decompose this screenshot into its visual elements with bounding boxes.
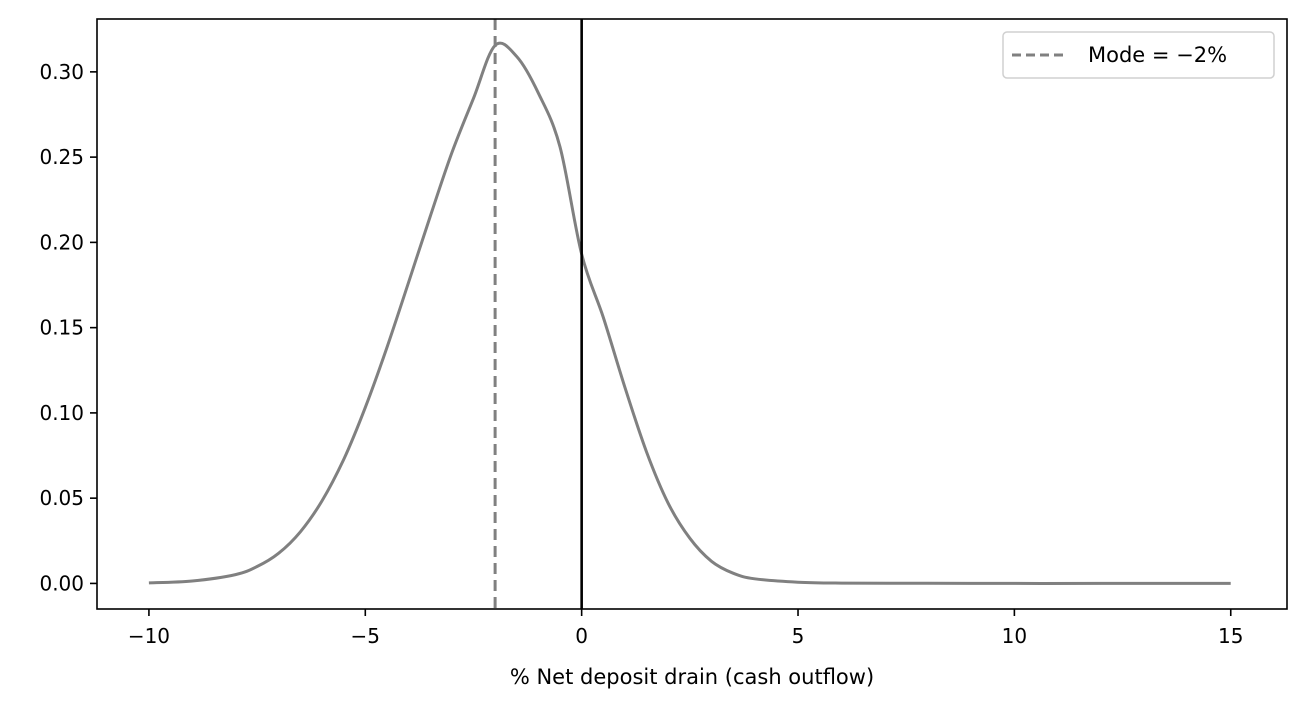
- y-tick-label: 0.15: [39, 316, 84, 340]
- x-tick-label: −10: [128, 624, 170, 648]
- y-tick-label: 0.10: [39, 401, 84, 425]
- y-tick-label: 0.25: [39, 145, 84, 169]
- plot-frame: [96, 18, 1288, 610]
- x-tick-label: 0: [575, 624, 588, 648]
- y-tick-label: 0.00: [39, 571, 84, 595]
- x-tick-label: 10: [1002, 624, 1027, 648]
- y-tick-label: 0.20: [39, 230, 84, 254]
- x-tick-label: −5: [351, 624, 380, 648]
- y-tick-label: 0.30: [39, 60, 84, 84]
- legend-frame: [1002, 31, 1275, 79]
- density-curve-0: [148, 41, 1231, 585]
- legend-entry-mode: Mode = −2%: [1088, 43, 1227, 67]
- x-tick-label: 15: [1218, 624, 1243, 648]
- legend: Mode = −2%: [1002, 31, 1275, 79]
- x-tick-label: 5: [792, 624, 805, 648]
- y-tick-label: 0.05: [39, 486, 84, 510]
- x-axis-label: % Net deposit drain (cash outflow): [510, 665, 874, 689]
